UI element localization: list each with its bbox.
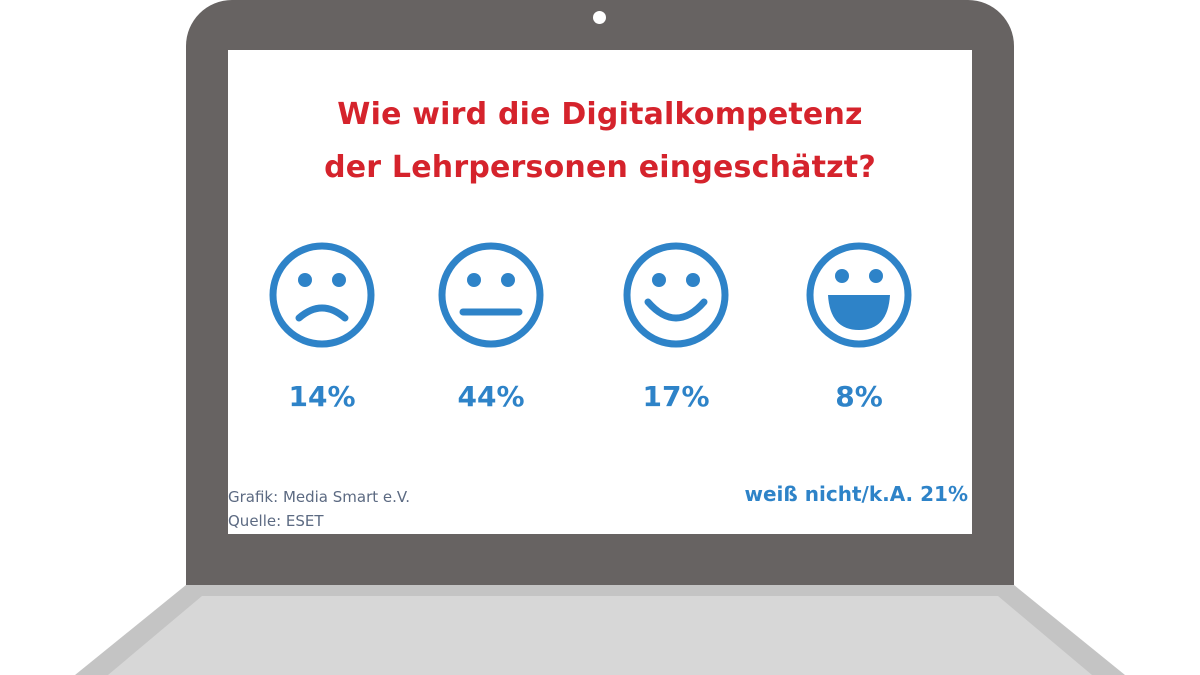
value-label-neutral: 44% xyxy=(457,380,525,413)
laptop-screen: Wie wird die Digitalkompetenz der Lehrpe… xyxy=(228,50,972,534)
laughing-face-icon xyxy=(806,242,912,348)
source-credit: Quelle: ESET xyxy=(228,512,324,530)
smile-face-icon xyxy=(623,242,729,348)
webcam-icon xyxy=(593,11,606,24)
title-line-1: Wie wird die Digitalkompetenz xyxy=(337,97,863,132)
value-label-smile: 17% xyxy=(642,380,710,413)
value-label-sad: 14% xyxy=(288,380,356,413)
value-label-laughing: 8% xyxy=(835,380,883,413)
unknown-answer-label: weiß nicht/k.A. 21% xyxy=(744,482,968,506)
graphic-credit: Grafik: Media Smart e.V. xyxy=(228,488,410,506)
chart-title: Wie wird die Digitalkompetenz der Lehrpe… xyxy=(228,88,972,194)
title-line-2: der Lehrpersonen eingeschätzt? xyxy=(324,150,876,185)
sad-face-icon xyxy=(269,242,375,348)
neutral-face-icon xyxy=(438,242,544,348)
